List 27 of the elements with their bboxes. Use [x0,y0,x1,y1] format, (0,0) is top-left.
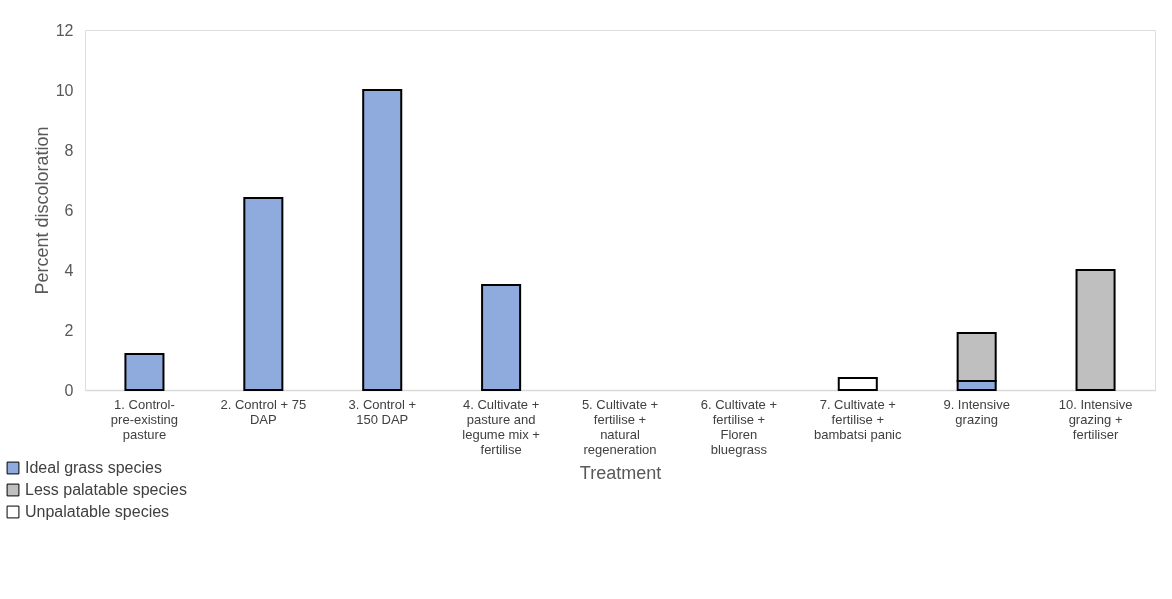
y-tick-label: 4 [64,261,74,279]
x-tick-label: 10. Intensive grazing + fertiliser [1058,396,1133,442]
y-axis-title: Percent discoloration [31,126,52,295]
bar [243,197,284,391]
bar [837,377,878,391]
legend-label: Ideal grass species [25,459,162,476]
bar [1075,269,1116,391]
legend-label: Unpalatable species [25,503,170,520]
x-tick-label: 5. Cultivate + fertilise + natural regeneration [581,396,659,457]
x-tick-label: 7. Cultivate + fertilise + bambatsi panic [814,396,902,442]
y-tick-label: 0 [64,381,74,399]
x-tick-label: 4. Cultivate + pasture and legume mix + fertilise [462,396,540,457]
legend-label: Less palatable species [25,481,187,498]
y-tick-label: 2 [64,321,74,339]
x-axis-title: Treatment [579,462,662,483]
y-tick-label: 8 [64,141,74,159]
x-tick-label: 9. Intensive grazing [943,396,1010,427]
x-tick-label: 2. Control + 75 DAP [220,396,307,427]
x-tick-label: 6. Cultivate + fertilise + Floren bluegrass [700,396,778,457]
y-tick-label: 6 [64,201,74,219]
y-tick-label: 12 [55,21,74,39]
bar [362,89,403,391]
y-tick-label: 10 [55,81,74,99]
bar [124,353,165,391]
x-tick-label: 1. Control- pre-existing pasture [110,396,179,442]
bar [481,284,522,391]
x-tick-label: 3. Control + 150 DAP [348,396,417,427]
